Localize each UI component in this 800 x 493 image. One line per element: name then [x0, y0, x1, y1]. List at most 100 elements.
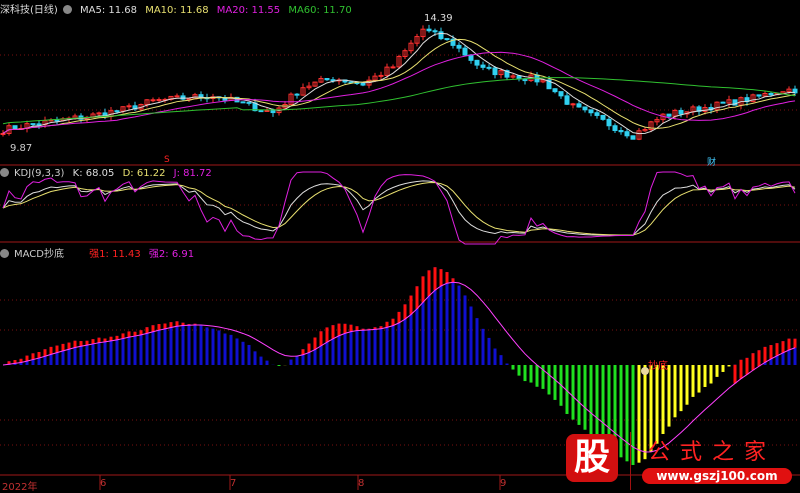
macd-strength-bar — [326, 327, 329, 342]
macd-bar — [716, 365, 719, 377]
macd-bar — [482, 329, 485, 365]
macd-bar — [548, 365, 551, 394]
macd-bar — [506, 364, 509, 365]
macd-strength-bar — [308, 344, 311, 353]
candle — [493, 68, 497, 75]
macd-strength-bar — [788, 339, 791, 350]
macd-bar — [500, 355, 503, 365]
macd-bar — [194, 324, 197, 365]
candle — [667, 114, 671, 116]
macd-strength-bar — [356, 326, 359, 330]
candle — [265, 110, 269, 111]
macd-strength-bar — [440, 269, 443, 286]
macd-strength-bar — [146, 327, 149, 333]
macd-bar — [200, 325, 203, 365]
macd-strength-bar — [176, 321, 179, 326]
ma10-label: MA10: 11.68 — [145, 5, 208, 16]
macd-legend: MACD抄底 强1: 11.43 强2: 6.91 — [0, 245, 199, 260]
macd-bar — [512, 365, 515, 370]
macd-bar — [674, 365, 677, 417]
candle — [433, 31, 437, 32]
macd-bar — [518, 365, 521, 376]
macd-strength-bar — [32, 353, 35, 359]
macd-bar — [488, 338, 491, 365]
candle — [757, 95, 761, 96]
kdj-d: D: 61.22 — [123, 168, 166, 179]
macd-strength-bar — [434, 267, 437, 290]
macd-bar — [686, 365, 689, 405]
candle — [361, 83, 365, 85]
axis-label: 2022年 — [2, 478, 37, 493]
macd-strength-bar — [452, 278, 455, 282]
macd-strength-bar — [758, 350, 761, 366]
candle — [559, 92, 563, 96]
candle — [1, 133, 5, 134]
candle — [271, 110, 275, 112]
high-label: 14.39 — [424, 13, 453, 24]
macd-strength-bar — [392, 319, 395, 326]
candle — [247, 102, 251, 103]
macd-bar — [680, 365, 683, 411]
candle — [601, 115, 605, 119]
candle — [571, 104, 575, 105]
settings-icon[interactable] — [63, 5, 72, 14]
macd-bar — [728, 365, 731, 366]
macd-strength-bar — [782, 341, 785, 353]
macd-bar — [692, 365, 695, 397]
low-label: 9.87 — [10, 143, 32, 154]
axis-label: 7 — [230, 478, 236, 489]
macd-bar — [356, 326, 359, 365]
macd-strength-bar — [26, 356, 29, 362]
candle — [565, 96, 569, 104]
ma20-label: MA20: 11.55 — [217, 5, 280, 16]
macd-strength-bar — [746, 358, 749, 375]
cai-marker: 财 — [707, 155, 716, 168]
candle — [553, 89, 557, 92]
candle — [127, 106, 131, 107]
macd-bar — [254, 351, 257, 365]
macd-bar — [662, 365, 665, 434]
macd-strength-bar — [314, 337, 317, 349]
macd-strength-bar — [44, 349, 47, 356]
macd-strength-bar — [158, 324, 161, 330]
macd-bar — [362, 329, 365, 365]
macd-bar — [230, 335, 233, 365]
candle — [469, 55, 473, 60]
macd-strength-bar — [80, 341, 83, 346]
candle — [175, 96, 179, 97]
candle — [769, 94, 773, 95]
macd-strength-bar — [770, 345, 773, 359]
macd-bar — [290, 360, 293, 365]
settings-icon[interactable] — [0, 249, 9, 258]
candle — [577, 104, 581, 107]
candle — [583, 107, 587, 110]
macd-bar — [380, 326, 383, 365]
candle — [487, 67, 491, 68]
macd-strength-bar — [398, 312, 401, 323]
candle — [241, 102, 245, 103]
macd-bar — [494, 349, 497, 365]
macd-bar — [710, 365, 713, 384]
axis-label: 8 — [358, 478, 364, 489]
macd-bar — [476, 318, 479, 365]
candle — [595, 113, 599, 116]
macd-strength-bar — [386, 322, 389, 328]
macd-strength-bar — [422, 276, 425, 302]
macd-strength-bar — [56, 346, 59, 353]
macd-bar — [248, 345, 251, 365]
settings-icon[interactable] — [0, 168, 9, 177]
stock-title: 深科技(日线) — [0, 5, 58, 16]
macd-s1: 强1: 11.43 — [89, 249, 141, 260]
macd-strength-bar — [170, 322, 173, 327]
macd-bar — [206, 327, 209, 365]
candle — [331, 80, 335, 81]
macd-strength-bar — [410, 296, 413, 315]
candle — [517, 76, 521, 79]
bottom-signal-label: 抄底 — [648, 357, 668, 372]
candle — [295, 94, 299, 95]
macd-bar — [260, 357, 263, 365]
macd-bar — [164, 324, 167, 365]
candle — [631, 136, 635, 139]
watermark-name: 公式之家 — [648, 434, 776, 466]
macd-strength-bar — [68, 343, 71, 350]
